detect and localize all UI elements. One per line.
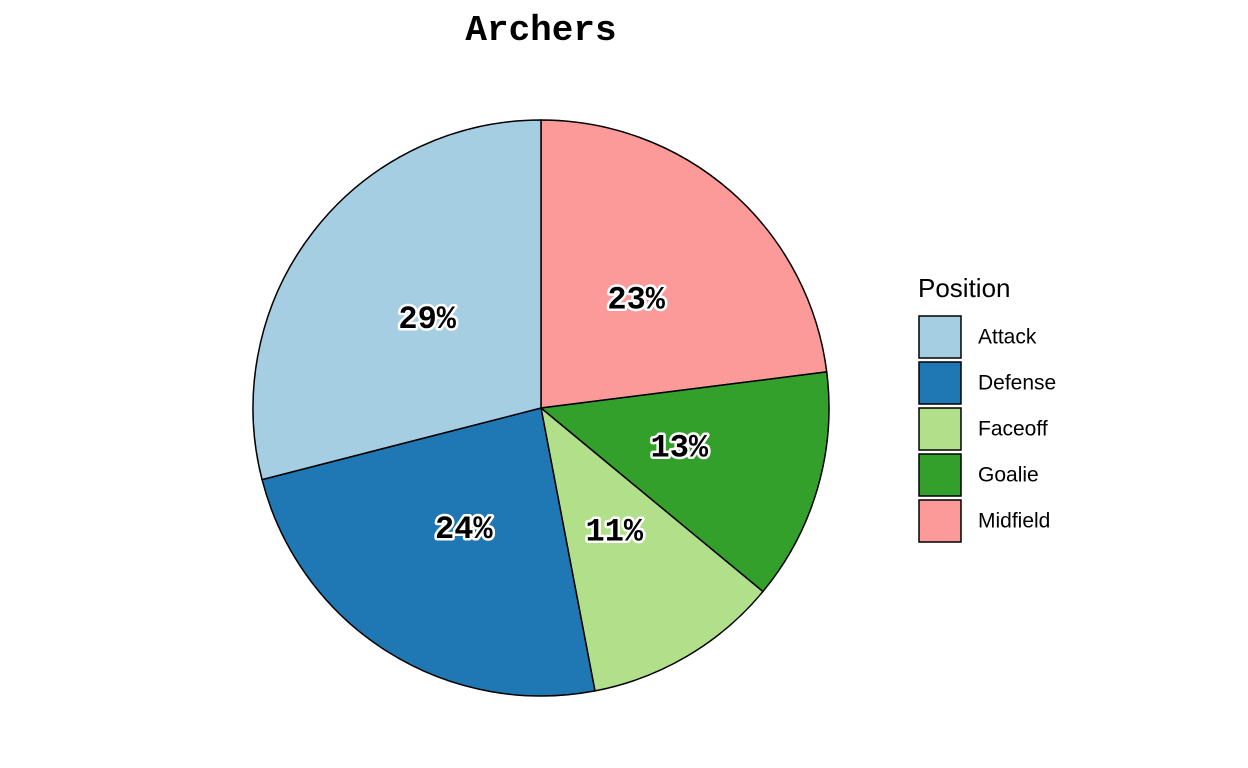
- pie-slice-defense: [261, 407, 596, 697]
- pie-slice-labels: 23% 13% 11% 24% 29%: [396, 279, 712, 553]
- legend-swatch-faceoff: [918, 407, 962, 451]
- slice-label-attack: 29%: [398, 301, 456, 338]
- legend-label-defense: Defense: [978, 372, 1056, 395]
- pie-slice-attack: [252, 119, 542, 481]
- legend-swatch-midfield: [918, 499, 962, 543]
- chart-title: Archers: [465, 10, 616, 51]
- slice-label-faceoff: 11%: [585, 513, 643, 550]
- legend: Position Attack Defense Faceoff Goalie Midfi…: [918, 273, 1056, 543]
- legend-label-attack: Attack: [978, 326, 1037, 349]
- legend-label-goalie: Goalie: [978, 464, 1039, 487]
- slice-label-defense: 24%: [435, 511, 493, 548]
- legend-swatch-defense: [918, 361, 962, 405]
- legend-label-midfield: Midfield: [978, 510, 1050, 533]
- legend-swatch-attack: [918, 315, 962, 359]
- legend-title: Position: [918, 273, 1011, 303]
- legend-label-faceoff: Faceoff: [978, 418, 1048, 441]
- legend-items: Attack Defense Faceoff Goalie Midfield: [918, 315, 1056, 543]
- slice-label-goalie: 13%: [650, 430, 708, 467]
- slice-label-midfield: 23%: [607, 282, 665, 319]
- legend-swatch-goalie: [918, 453, 962, 497]
- pie-slice-faceoff: [539, 406, 764, 692]
- pie-slices: [252, 119, 830, 697]
- pie-slice-goalie: [539, 371, 830, 593]
- pie-slice-midfield: [540, 119, 828, 409]
